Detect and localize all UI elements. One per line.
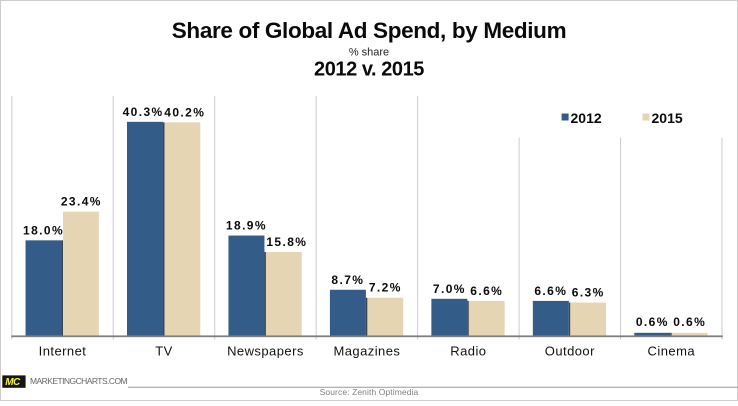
svg-text:MC: MC (5, 377, 21, 388)
svg-text:18.9%: 18.9% (226, 219, 267, 233)
svg-text:Radio: Radio (450, 344, 486, 359)
svg-text:Internet: Internet (39, 344, 87, 359)
svg-text:6.6%: 6.6% (534, 284, 567, 298)
svg-text:Share of Global Ad Spend, by M: Share of Global Ad Spend, by Medium (172, 18, 566, 43)
svg-text:2012 v. 2015: 2012 v. 2015 (314, 59, 424, 81)
svg-text:0.6%: 0.6% (673, 315, 706, 329)
svg-text:Magazines: Magazines (333, 344, 400, 359)
svg-text:6.3%: 6.3% (572, 286, 605, 300)
svg-text:2012: 2012 (571, 110, 602, 126)
svg-text:0.6%: 0.6% (636, 315, 669, 329)
svg-text:Source: Zenith Optimedia: Source: Zenith Optimedia (320, 387, 419, 397)
svg-text:Cinema: Cinema (648, 344, 696, 359)
svg-text:TV: TV (155, 344, 173, 359)
svg-text:8.7%: 8.7% (331, 273, 364, 287)
svg-text:18.0%: 18.0% (23, 223, 64, 237)
svg-text:23.4%: 23.4% (61, 195, 102, 209)
svg-text:% share: % share (349, 46, 389, 58)
svg-text:Outdoor: Outdoor (545, 344, 595, 359)
svg-text:MARKETINGCHARTS.COM: MARKETINGCHARTS.COM (30, 376, 128, 386)
svg-text:6.6%: 6.6% (470, 284, 503, 298)
svg-text:7.0%: 7.0% (433, 282, 466, 296)
svg-text:15.8%: 15.8% (266, 235, 307, 249)
svg-text:7.2%: 7.2% (369, 281, 402, 295)
svg-text:2015: 2015 (652, 110, 683, 126)
svg-text:Newspapers: Newspapers (227, 344, 304, 359)
svg-text:40.3%: 40.3% (123, 105, 164, 119)
svg-text:40.2%: 40.2% (164, 105, 205, 119)
